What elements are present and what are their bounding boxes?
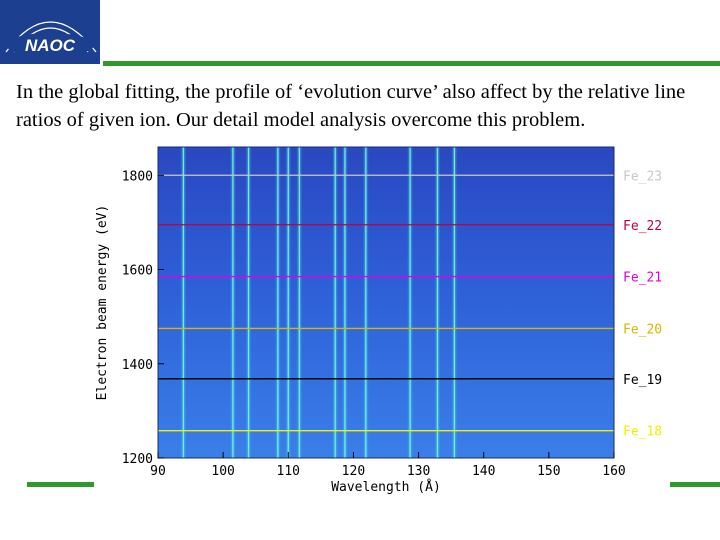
caption-text: In the global fitting, the profile of ‘e…	[16, 81, 686, 131]
heatmap-background	[158, 147, 614, 458]
y-tick-label: 1400	[122, 358, 153, 373]
x-tick-label: 100	[211, 464, 234, 479]
green-rule-bottom-left	[27, 482, 94, 487]
y-tick-label: 1200	[122, 452, 153, 467]
heatmap-chart: Fe_23 Fe_22 Fe_21 Fe_20 Fe_19 Fe_18 90 100 110 1…	[95, 146, 662, 495]
x-tick-label: 130	[407, 464, 430, 479]
heatmap-figure: Fe_23 Fe_22 Fe_21 Fe_20 Fe_19 Fe_18 90 100 110 1…	[90, 143, 680, 503]
x-tick-label: 140	[472, 464, 495, 479]
y-axis-label: Electron beam energy (eV)	[95, 205, 110, 401]
x-tick-label: 90	[150, 464, 166, 479]
x-tick-label: 160	[602, 464, 625, 479]
x-tick-label: 150	[537, 464, 560, 479]
ion-label: Fe_23	[623, 169, 662, 184]
logo-text: NAOC	[25, 36, 76, 55]
ion-label: Fe_22	[623, 219, 662, 234]
y-tick-label: 1800	[122, 169, 153, 184]
x-axis-label: Wavelength (Å)	[331, 479, 441, 495]
green-rule-top	[103, 61, 720, 66]
ion-label: Fe_18	[623, 425, 662, 440]
naoc-logo: NAOC	[0, 0, 100, 64]
x-tick-label: 110	[277, 464, 300, 479]
x-tick-label: 120	[342, 464, 365, 479]
plot-frame	[157, 146, 615, 459]
ion-label: Fe_20	[623, 322, 662, 337]
y-tick-label: 1600	[122, 264, 153, 279]
ion-label: Fe_21	[623, 271, 662, 286]
green-rule-bottom-right	[670, 482, 720, 487]
ion-label: Fe_19	[623, 373, 662, 388]
